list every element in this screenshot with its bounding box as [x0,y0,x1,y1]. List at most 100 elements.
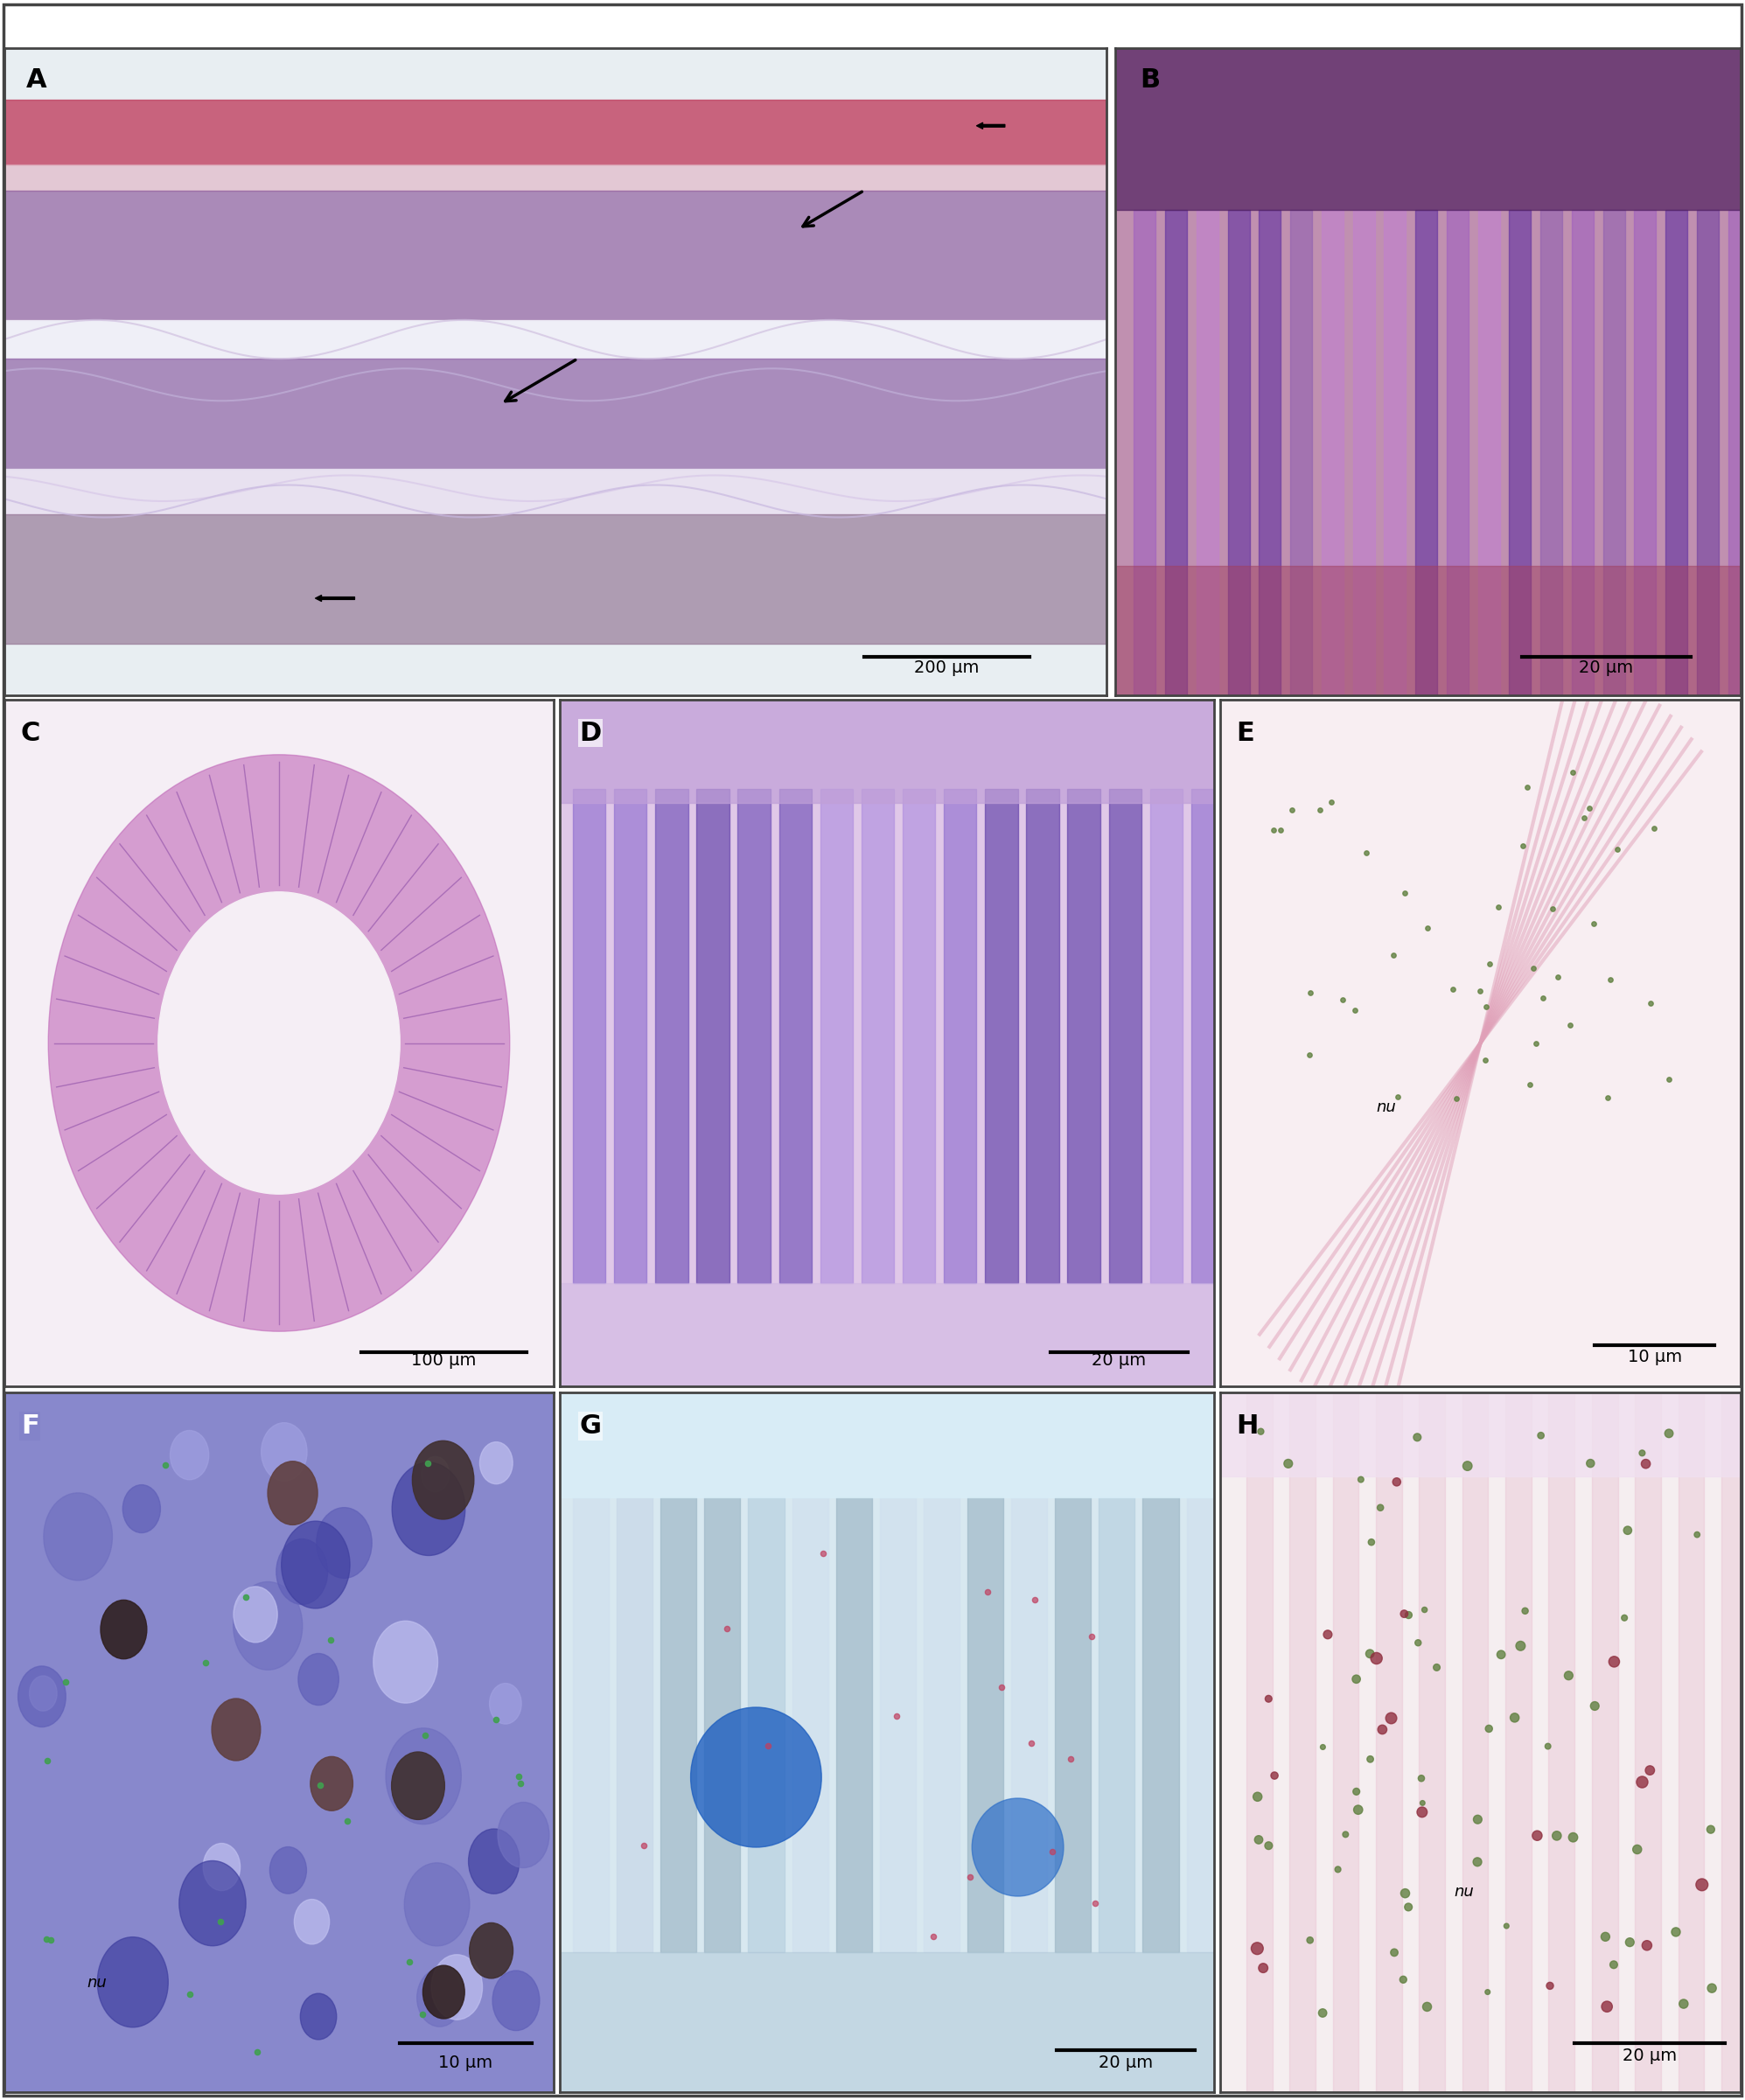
Text: 10 μm: 10 μm [1628,1348,1682,1365]
Text: nu: nu [1454,1884,1475,1901]
Point [920,1919,948,1953]
Circle shape [480,1443,513,1485]
Point [1632,1447,1659,1480]
Bar [1108,790,1141,1283]
Point [1078,1619,1106,1653]
Point [1389,1964,1417,1997]
Circle shape [295,1898,330,1945]
Point [1597,964,1625,997]
Text: 20 μm: 20 μm [1092,1352,1146,1369]
Bar [1375,1392,1401,2092]
Point [1579,907,1607,941]
Point [1656,1063,1684,1096]
Bar [5,164,1106,191]
Bar [1462,1392,1488,2092]
Point [414,1447,441,1480]
Point [1342,1663,1370,1697]
Bar [836,1497,872,1953]
Point [396,1945,424,1978]
Point [176,1976,204,2010]
Point [33,1743,61,1777]
Point [1314,1617,1342,1651]
Point [1413,1991,1441,2024]
Point [1628,1436,1656,1470]
Bar [1134,210,1155,695]
Bar [738,790,771,1283]
Bar [1166,210,1187,695]
Point [1082,1886,1110,1919]
Bar [1415,210,1438,695]
Point [1242,1932,1270,1966]
Point [1661,1915,1689,1949]
Bar [902,790,935,1283]
Bar [1604,210,1625,695]
Bar [862,790,893,1283]
Point [1328,983,1356,1016]
Bar [1384,210,1406,695]
Point [1408,1787,1436,1821]
Point [1255,1682,1283,1716]
Circle shape [412,1441,475,1518]
Circle shape [234,1586,277,1642]
Point [1623,1833,1651,1867]
Bar [5,191,1106,319]
Point [1487,1638,1515,1672]
Point [1520,951,1548,985]
Point [1475,1711,1502,1745]
Bar [1679,1392,1705,2092]
Point [206,1905,234,1938]
Bar [1478,210,1501,695]
Point [1422,1651,1450,1684]
Point [1696,1812,1724,1846]
Point [754,1728,782,1762]
Circle shape [497,1802,550,1867]
Circle shape [171,1430,209,1480]
Bar [1220,1392,1740,1476]
Bar [1099,1497,1134,1953]
Circle shape [30,1676,58,1711]
Point [1366,1491,1394,1525]
Point [1408,1762,1436,1796]
Point [1340,993,1368,1027]
Point [1492,1909,1520,1943]
Bar [1635,210,1656,695]
Circle shape [270,1846,307,1894]
Point [1471,1044,1499,1077]
Circle shape [311,1756,352,1810]
Circle shape [262,1422,307,1480]
Point [1637,987,1665,1021]
Bar [1246,1392,1272,2092]
Point [1441,1082,1469,1115]
Bar [560,1953,1215,2092]
Circle shape [98,1936,168,2026]
Text: 200 μm: 200 μm [914,659,979,676]
Circle shape [431,1955,482,2020]
Point [1277,794,1305,827]
Bar [1728,210,1745,695]
Point [192,1646,220,1680]
Bar [5,319,1106,359]
Bar [1115,565,1740,695]
Circle shape [691,1707,822,1848]
Bar [778,790,811,1283]
Bar [944,790,977,1283]
Bar [1447,210,1469,695]
Point [1356,1636,1384,1670]
Bar [696,790,729,1283]
Text: F: F [21,1413,38,1439]
Point [1614,1514,1642,1548]
Point [1305,794,1333,827]
Circle shape [393,1462,466,1556]
Bar [656,790,688,1283]
Point [1297,977,1324,1010]
Bar [614,790,647,1283]
Circle shape [122,1485,161,1533]
Point [1466,974,1494,1008]
Circle shape [281,1520,351,1609]
Bar [1115,48,1740,210]
Circle shape [17,1665,66,1726]
Point [37,1924,65,1957]
Bar [1026,790,1059,1283]
Bar [1321,210,1344,695]
Point [1056,1741,1084,1774]
